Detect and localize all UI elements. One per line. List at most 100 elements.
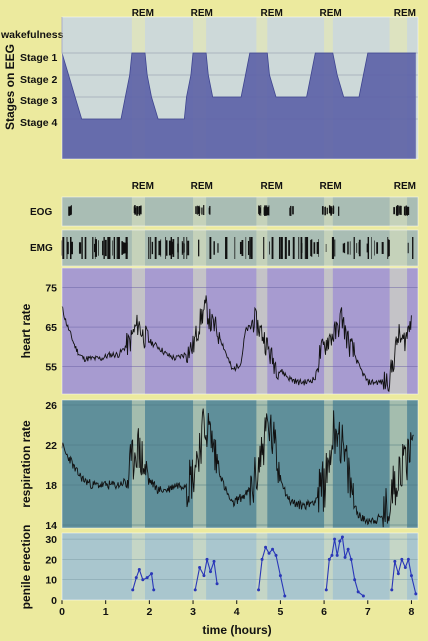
rem-label-mid-1: REM [132,181,154,192]
erect-tick-20: 20 [45,554,57,566]
rem-labels-top: REM REM REM REM REM [132,8,416,19]
erection-point-33 [353,578,357,582]
erection-point-23 [324,588,328,592]
respiration-rate-y-ticks: 14 18 22 26 [45,400,57,532]
x-tick-8: 8 [409,606,415,618]
erection-point-27 [335,553,339,557]
erection-point-28 [338,539,342,543]
penile-erection-panel: 0 10 20 30 0 1 2 3 4 5 6 7 8 penile erection time (… [19,525,418,637]
erect-tick-30: 30 [45,534,57,546]
erection-point-9 [198,566,202,570]
resp-tick-22: 22 [45,440,57,452]
erection-point-11 [205,557,209,561]
rem-label-mid-4: REM [320,181,342,192]
panel-border-3 [61,229,419,267]
x-tick-3: 3 [190,606,196,618]
erection-point-17 [264,545,268,549]
erection-point-43 [414,592,418,596]
x-axis-label: time (hours) [202,623,271,637]
panel-border-6 [61,532,419,601]
heart-rate-y-axis-label: heart rate [19,303,33,358]
erection-point-16 [260,557,264,561]
stage-labels: wakefulness Stage 1 Stage 2 Stage 3 Stage 4 [0,29,64,129]
erection-point-24 [327,557,331,561]
erect-rem-band-5 [389,533,408,600]
resp-rem-band-5 [389,400,408,528]
erection-gridlines [62,538,418,580]
erection-point-14 [215,582,219,586]
erection-point-31 [346,547,350,551]
eog-label: EOG [30,207,52,218]
erection-point-36 [390,588,394,592]
erection-y-axis-label: penile erection [19,525,33,610]
erection-point-25 [330,553,334,557]
heart-tick-75: 75 [45,283,57,295]
erection-point-1 [131,588,135,592]
rem-label-top-3: REM [261,8,283,19]
erection-point-39 [400,557,404,561]
emg-trace [61,237,414,259]
erection-point-26 [333,537,337,541]
x-tick-0: 0 [59,606,65,618]
panel-border-5 [61,399,419,529]
hypnogram-fill [62,17,416,159]
heart-rate-y-ticks: 55 65 75 [45,283,57,374]
x-tick-5: 5 [277,606,283,618]
stage-label-4: Stage 4 [20,117,58,129]
rem-label-mid-5: REM [394,181,416,192]
rem-label-top-4: REM [320,8,342,19]
erection-point-5 [145,576,149,580]
resp-rem-band-2 [193,400,207,528]
heart-rem-band-5 [389,268,408,394]
heart-rate-panel: 55 65 75 heart rate [19,268,418,394]
eog-rem-band-2 [193,197,207,266]
panel-border-1 [61,16,419,160]
respiration-y-axis-label: respiration rate [19,420,33,508]
resp-tick-14: 14 [45,520,57,532]
erection-point-40 [403,566,407,570]
erection-point-15 [257,588,261,592]
resp-tick-26: 26 [45,400,57,412]
erection-point-37 [393,559,397,563]
hypnogram-outline [61,17,416,120]
erect-rem-band-3 [256,533,268,600]
heart-tick-55: 55 [45,361,57,373]
erection-point-20 [274,553,278,557]
stages-y-axis-label: Stages on EEG [3,44,17,130]
erection-points [131,535,418,598]
eog-rem-band-3 [256,197,268,266]
erection-point-22 [283,594,287,598]
respiration-rate-panel: 14 18 22 26 respiration rate [19,400,418,532]
erection-point-32 [349,557,353,561]
erection-point-6 [150,572,154,576]
erection-point-42 [409,574,413,578]
eog-trace [68,205,410,216]
x-tick-4: 4 [234,606,240,618]
x-tick-2: 2 [146,606,152,618]
erection-point-41 [406,557,410,561]
panel-border-2 [61,196,419,227]
rem-label-mid-3: REM [261,181,283,192]
eog-emg-panel: REM REM REM REM REM EOG EMG [30,181,418,266]
erection-point-3 [137,568,141,572]
erection-point-34 [356,590,360,594]
erection-point-10 [202,574,206,578]
rem-label-top-5: REM [394,8,416,19]
erection-point-7 [152,588,156,592]
eog-background [62,197,418,226]
heart-tick-65: 65 [45,322,57,334]
heart-rate-line [61,295,412,393]
respiration-rate-line [61,408,414,528]
erection-point-29 [340,535,344,539]
erection-point-38 [396,572,400,576]
erection-point-35 [361,594,365,598]
resp-tick-18: 18 [45,480,57,492]
eog-rem-band-4 [324,197,333,266]
erect-tick-0: 0 [51,595,57,607]
resp-rem-band-3 [256,400,268,528]
rem-label-mid-2: REM [191,181,213,192]
stage-label-3: Stage 3 [20,95,58,107]
stage-label-2: Stage 2 [20,74,58,86]
